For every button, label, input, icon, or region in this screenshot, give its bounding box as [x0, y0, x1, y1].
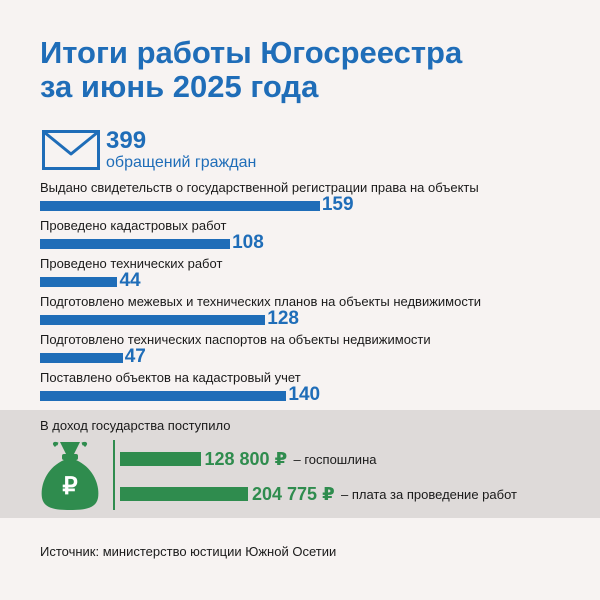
source-note: Источник: министерство юстиции Южной Осе… — [40, 544, 337, 559]
income-title: В доход государства поступило — [40, 418, 231, 433]
bar-value-3: 44 — [119, 270, 141, 291]
income-amount-1: 128 800 ₽ — [204, 449, 288, 469]
title-line-1: Итоги работы Югосреестра — [40, 35, 463, 70]
income-desc-1: – госпошлина — [293, 452, 377, 467]
income-amount-2: 204 775 ₽ — [252, 484, 335, 504]
page-title: Итоги работы Югосреестра за июнь 2025 го… — [40, 36, 580, 104]
appeals-count: 399 — [106, 127, 147, 154]
bar-value-4: 128 — [267, 308, 299, 329]
bar-label-5: Подготовлено технических паспортов на об… — [40, 332, 431, 347]
income-bar-2 — [120, 487, 248, 501]
bar-5 — [40, 353, 123, 363]
bar-3 — [40, 277, 118, 287]
bar-value-6: 140 — [288, 384, 321, 405]
appeals-block: 399 обращений граждан — [40, 128, 340, 172]
bar-1 — [40, 201, 320, 211]
bar-label-2: Проведено кадастровых работ — [40, 218, 227, 233]
bar-value-2: 108 — [232, 232, 264, 253]
bar-label-3: Проведено технических работ — [40, 256, 223, 271]
income-section — [0, 410, 600, 518]
income-desc-2: – плата за проведение работ — [341, 487, 517, 502]
bar-value-1: 159 — [321, 194, 354, 215]
bar-6 — [40, 391, 287, 401]
bar-label-1: Выдано свидетельств о государственной ре… — [40, 180, 479, 195]
income-divider — [113, 440, 115, 510]
income-bar-1 — [120, 452, 201, 466]
bar-label-4: Подготовлено межевых и технических плано… — [40, 294, 482, 309]
bar-value-5: 47 — [124, 346, 146, 367]
ruble-sign: ₽ — [62, 473, 77, 500]
envelope-icon — [42, 130, 100, 170]
appeals-label: обращений граждан — [106, 154, 257, 171]
bar-label-6: Поставлено объектов на кадастровый учет — [40, 370, 301, 385]
money-bag-icon: ₽ — [41, 441, 99, 510]
bar-4 — [40, 315, 266, 325]
title-line-2: за июнь 2025 года — [40, 69, 319, 104]
bar-2 — [40, 239, 231, 249]
